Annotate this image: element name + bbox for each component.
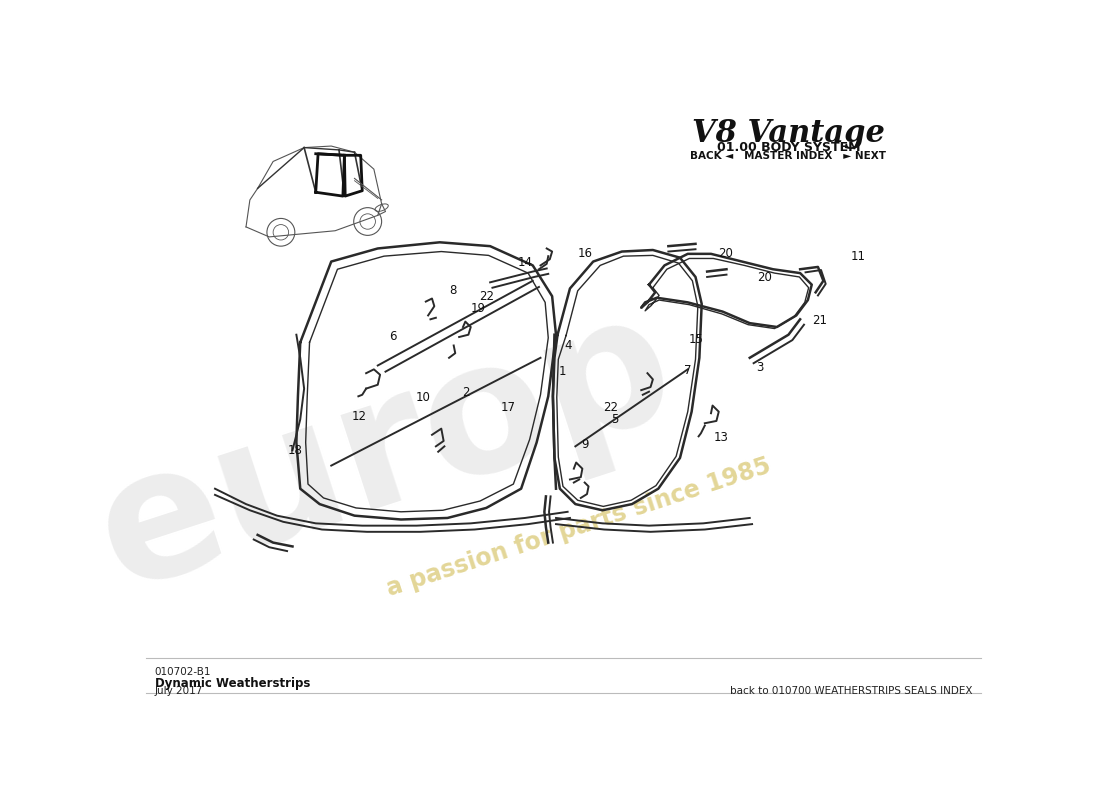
Text: 4: 4 bbox=[564, 339, 572, 352]
Text: 6: 6 bbox=[389, 330, 397, 342]
Text: 11: 11 bbox=[850, 250, 866, 262]
Text: back to 010700 WEATHERSTRIPS SEALS INDEX: back to 010700 WEATHERSTRIPS SEALS INDEX bbox=[730, 686, 974, 696]
Text: a passion for parts since 1985: a passion for parts since 1985 bbox=[384, 454, 774, 601]
Text: 3: 3 bbox=[756, 361, 763, 374]
Text: 01.00 BODY SYSTEM: 01.00 BODY SYSTEM bbox=[717, 141, 860, 154]
Text: 20: 20 bbox=[757, 271, 771, 284]
Text: 5: 5 bbox=[612, 413, 618, 426]
Text: 2: 2 bbox=[462, 386, 470, 399]
Text: 9: 9 bbox=[581, 438, 589, 450]
Text: 8: 8 bbox=[449, 283, 456, 297]
Text: 22: 22 bbox=[480, 290, 495, 302]
Text: 13: 13 bbox=[714, 431, 729, 444]
Text: 21: 21 bbox=[812, 314, 827, 327]
Text: europ: europ bbox=[76, 275, 695, 626]
Text: V8 Vantage: V8 Vantage bbox=[692, 118, 884, 149]
Text: BACK ◄   MASTER INDEX   ► NEXT: BACK ◄ MASTER INDEX ► NEXT bbox=[691, 151, 887, 162]
Text: 10: 10 bbox=[416, 391, 430, 404]
Text: 7: 7 bbox=[683, 364, 691, 377]
Text: July 2017: July 2017 bbox=[154, 686, 202, 696]
Text: 22: 22 bbox=[603, 401, 618, 414]
Text: 14: 14 bbox=[518, 256, 532, 269]
Text: 1: 1 bbox=[559, 365, 565, 378]
Text: Dynamic Weatherstrips: Dynamic Weatherstrips bbox=[154, 677, 310, 690]
Text: 16: 16 bbox=[578, 246, 593, 259]
Text: 19: 19 bbox=[471, 302, 486, 315]
Text: 12: 12 bbox=[352, 410, 366, 423]
Text: 010702-B1: 010702-B1 bbox=[154, 667, 211, 678]
Text: 15: 15 bbox=[689, 333, 703, 346]
Text: 18: 18 bbox=[288, 444, 302, 457]
Text: 17: 17 bbox=[500, 401, 516, 414]
Text: 20: 20 bbox=[718, 246, 734, 259]
